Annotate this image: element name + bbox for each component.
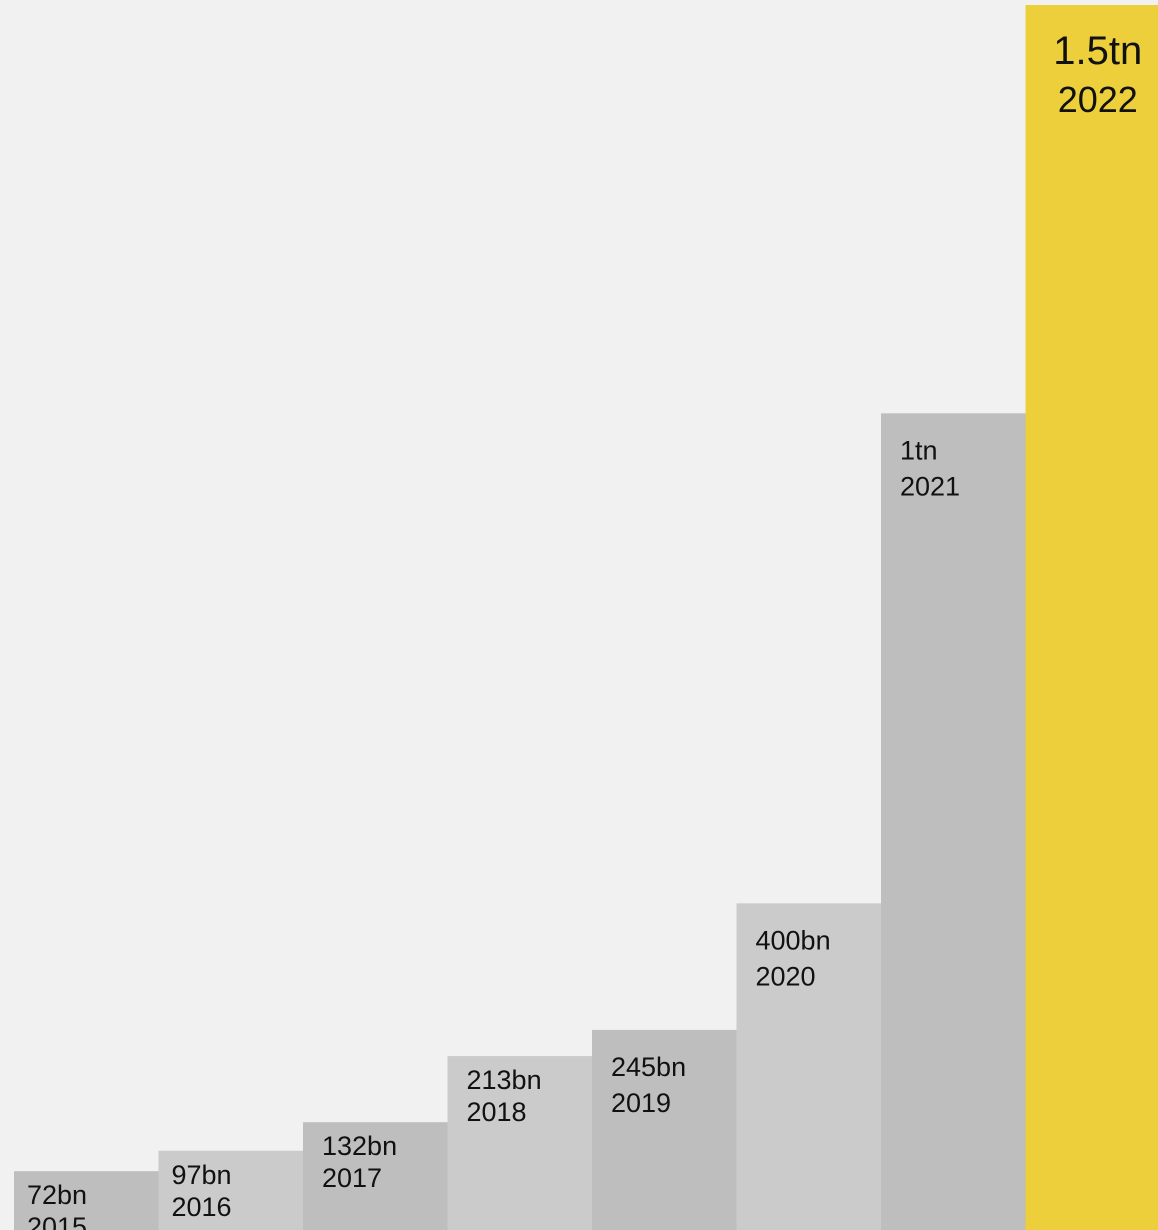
bar-2015	[14, 1171, 159, 1230]
value-label-2015: 72bn	[27, 1180, 87, 1210]
year-label-2016: 2016	[172, 1192, 232, 1222]
bar-2016	[158, 1150, 304, 1230]
bars-group	[14, 5, 1158, 1230]
year-label-2022: 2022	[1058, 79, 1138, 120]
year-label-2020: 2020	[756, 961, 816, 991]
year-label-2021: 2021	[900, 471, 960, 501]
year-label-2015: 2015	[27, 1212, 87, 1230]
value-label-2016: 97bn	[172, 1160, 232, 1190]
value-label-2018: 213bn	[467, 1065, 542, 1095]
bar-2020	[736, 903, 882, 1230]
bar-2022	[1025, 5, 1158, 1230]
year-label-2019: 2019	[611, 1088, 671, 1118]
value-label-2022: 1.5tn	[1053, 29, 1142, 73]
bar-2019	[592, 1029, 737, 1230]
bar-2017	[303, 1122, 448, 1230]
value-label-2017: 132bn	[322, 1131, 397, 1161]
value-label-2021: 1tn	[900, 435, 938, 465]
year-label-2018: 2018	[467, 1097, 527, 1127]
value-label-2020: 400bn	[756, 925, 831, 955]
bar-2018	[447, 1056, 593, 1230]
year-label-2017: 2017	[322, 1163, 382, 1193]
bar-2021	[881, 413, 1026, 1230]
value-label-2019: 245bn	[611, 1052, 686, 1082]
